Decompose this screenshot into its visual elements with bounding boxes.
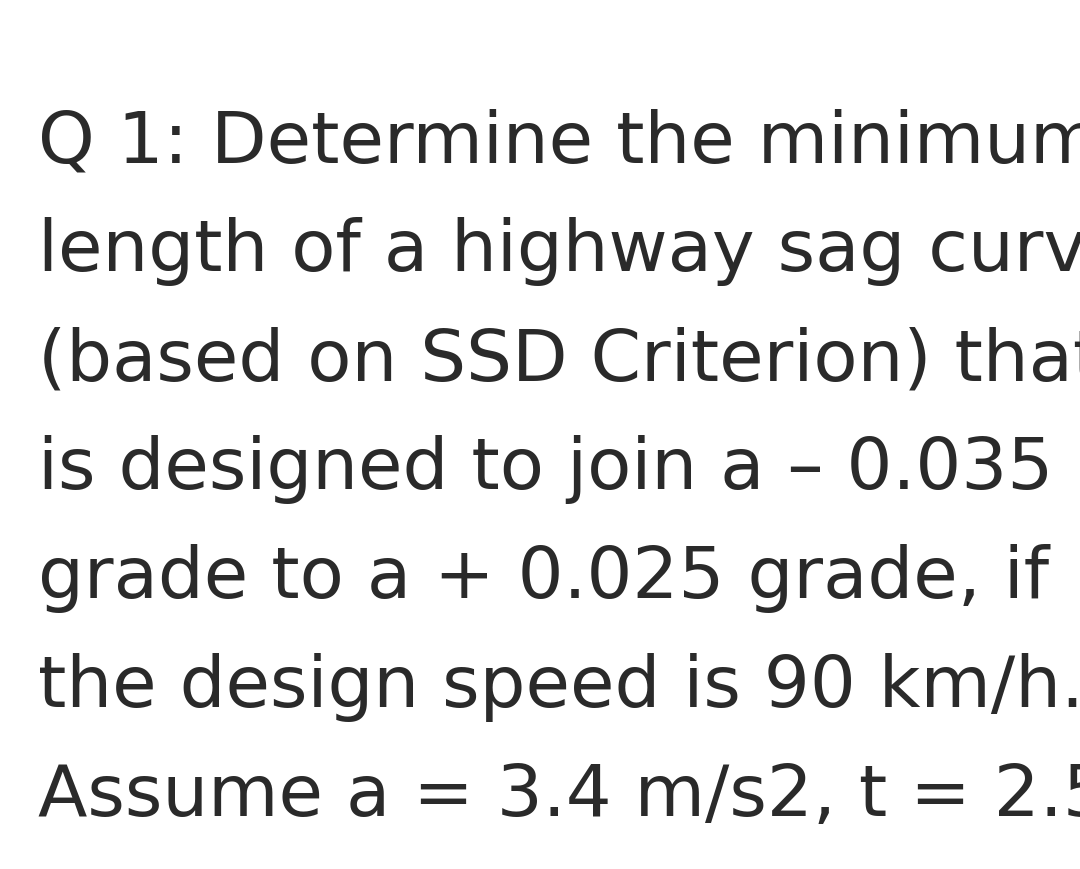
Text: (based on SSD Criterion) that: (based on SSD Criterion) that — [38, 326, 1080, 395]
Text: the design speed is 90 km/h.: the design speed is 90 km/h. — [38, 653, 1080, 722]
Text: is designed to join a – 0.035: is designed to join a – 0.035 — [38, 435, 1053, 504]
Text: length of a highway sag curve: length of a highway sag curve — [38, 217, 1080, 286]
Text: Q 1: Determine the minimum: Q 1: Determine the minimum — [38, 108, 1080, 177]
Text: grade to a + 0.025 grade, if: grade to a + 0.025 grade, if — [38, 544, 1049, 613]
Text: Assume a = 3.4 m/s2, t = 2.5 s.: Assume a = 3.4 m/s2, t = 2.5 s. — [38, 762, 1080, 831]
